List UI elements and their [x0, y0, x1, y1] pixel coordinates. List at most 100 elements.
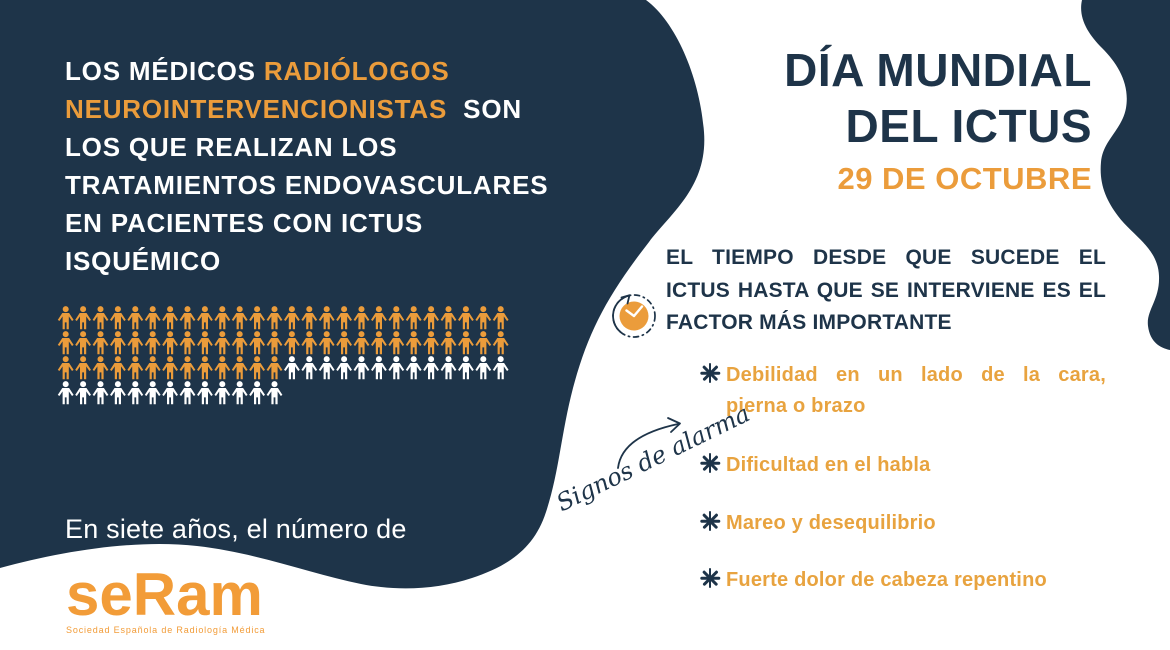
person-icon	[162, 331, 178, 355]
pictogram-row-svg	[57, 306, 509, 330]
person-icon	[492, 356, 509, 380]
person-icon	[371, 356, 387, 380]
person-icon	[197, 381, 213, 405]
person-icon	[214, 331, 231, 355]
asterisk-bullet-icon	[700, 511, 721, 531]
person-icon	[388, 356, 405, 380]
person-icon	[284, 331, 300, 355]
headline-segment: EN PACIENTES CON ICTUS	[65, 208, 424, 238]
headline-line-5: EN PACIENTES CON ICTUS	[65, 204, 545, 242]
person-icon	[127, 331, 144, 355]
person-icon	[162, 306, 178, 330]
person-icon	[423, 356, 439, 380]
warning-sign-item-4: Fuerte dolor de cabeza repentino	[700, 565, 1106, 596]
person-icon	[475, 356, 492, 380]
person-icon	[231, 356, 248, 380]
person-icon	[110, 356, 126, 380]
person-icon	[110, 331, 126, 355]
person-icon	[266, 306, 283, 330]
person-icon	[266, 381, 283, 405]
person-icon	[405, 331, 422, 355]
person-icon	[458, 356, 474, 380]
seram-logo: seRam Sociedad Española de Radiología Mé…	[66, 561, 265, 636]
person-icon	[197, 356, 213, 380]
person-icon	[284, 306, 300, 330]
seram-logo-word: seRam	[66, 561, 263, 628]
asterisk-bullet-icon	[700, 453, 721, 473]
person-icon	[336, 306, 352, 330]
person-icon	[179, 306, 196, 330]
person-icon	[353, 331, 370, 355]
warning-sign-item-3: Mareo y desequilibrio	[700, 508, 1106, 539]
person-icon	[388, 306, 405, 330]
person-icon	[144, 381, 161, 405]
person-icon	[144, 331, 161, 355]
pictogram-row-1	[57, 306, 527, 331]
headline-line-1: LOS MÉDICOS RADIÓLOGOS	[65, 52, 545, 90]
person-icon	[475, 331, 492, 355]
person-icon	[301, 331, 318, 355]
page-title-line-1: DÍA MUNDIAL	[784, 44, 1092, 96]
person-icon	[127, 356, 144, 380]
person-icon	[57, 331, 74, 355]
person-icon	[371, 306, 387, 330]
warning-sign-line: Mareo y desequilibrio	[726, 512, 936, 534]
headline-segment: LOS MÉDICOS	[65, 56, 264, 86]
headline-line-4: TRATAMIENTOS ENDOVASCULARES	[65, 166, 549, 204]
person-icon	[423, 306, 439, 330]
person-icon	[336, 356, 352, 380]
pictogram-row-3	[57, 356, 527, 381]
person-icon	[144, 356, 161, 380]
person-icon	[492, 306, 509, 330]
headline-segment: SON	[447, 94, 522, 124]
warning-sign-item-1: Debilidad en un lado de la cara, pierna o…	[700, 360, 1106, 422]
time-importance-paragraph: EL TIEMPO DESDE QUE SUCEDE EL ICTUS HASTA…	[666, 242, 1106, 340]
warning-sign-text: Debilidad en un lado de la cara, pierna o…	[726, 360, 1106, 422]
person-icon	[57, 356, 74, 380]
headline-line-2: NEUROINTERVENCIONISTAS SON	[65, 90, 545, 128]
asterisk-bullet-icon	[700, 568, 721, 588]
curved-arrow-icon	[617, 417, 681, 469]
person-icon	[440, 331, 457, 355]
headline-segment: TRATAMIENTOS ENDOVASCULARES	[65, 170, 549, 200]
person-icon	[75, 381, 91, 405]
person-icon	[75, 356, 91, 380]
person-icon	[318, 356, 335, 380]
person-icon	[266, 331, 283, 355]
warning-sign-text: Dificultad en el habla	[726, 450, 1106, 481]
person-icon	[231, 381, 248, 405]
warning-sign-line: pierna o brazo	[726, 395, 866, 417]
person-icon	[249, 356, 265, 380]
person-icon	[475, 306, 492, 330]
warning-sign-line: Dificultad en el habla	[726, 454, 931, 476]
pictogram-row-svg	[57, 381, 283, 405]
warning-sign-text: Fuerte dolor de cabeza repentino	[726, 565, 1106, 596]
person-icon	[249, 306, 265, 330]
person-icon	[266, 356, 283, 380]
person-icon	[249, 331, 265, 355]
person-icon	[458, 306, 474, 330]
stat-line-2: tratamientos ha aumentado un 72%	[65, 625, 500, 650]
person-icon	[162, 356, 178, 380]
person-icon	[127, 381, 144, 405]
curved-arrow-shaft	[617, 423, 679, 469]
person-icon	[179, 331, 196, 355]
person-icon	[214, 381, 231, 405]
person-icon	[371, 331, 387, 355]
person-icon	[405, 306, 422, 330]
person-icon	[92, 381, 109, 405]
date-subtitle: 29 DE OCTUBRE	[837, 161, 1092, 196]
person-icon	[353, 356, 370, 380]
headline-segment: LOS QUE REALIZAN LOS	[65, 132, 398, 162]
warning-sign-line: Debilidad en un lado de la cara,	[726, 364, 1106, 386]
person-icon	[492, 331, 509, 355]
warning-sign-text: Mareo y desequilibrio	[726, 508, 1106, 539]
person-icon	[214, 306, 231, 330]
person-icon	[423, 331, 439, 355]
pictogram-row-svg	[57, 331, 509, 355]
person-icon	[162, 381, 178, 405]
person-icon	[197, 331, 213, 355]
person-icon	[179, 381, 196, 405]
person-icon	[214, 356, 231, 380]
